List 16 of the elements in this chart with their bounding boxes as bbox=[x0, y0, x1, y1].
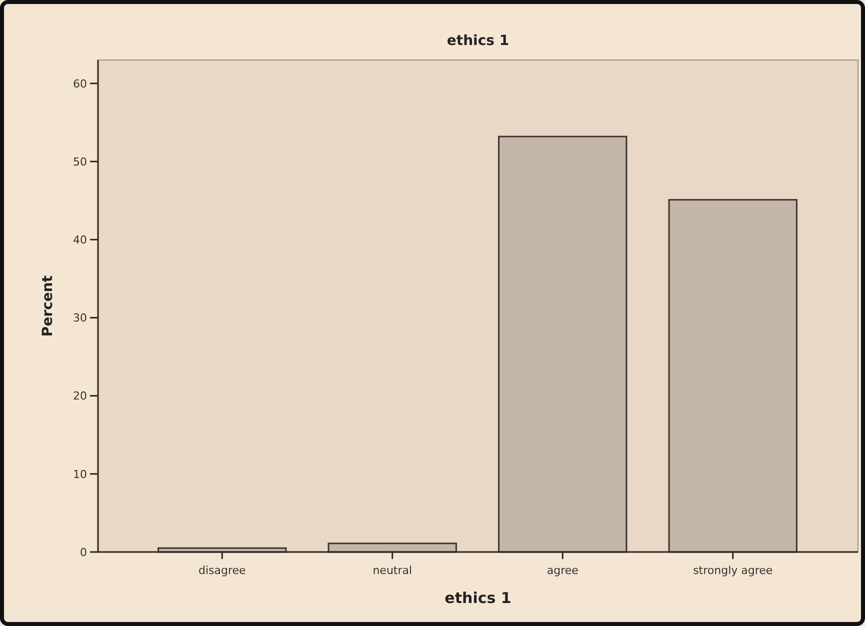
y-tick-label: 60 bbox=[73, 77, 87, 90]
y-tick-label: 0 bbox=[80, 546, 87, 559]
y-tick-label: 40 bbox=[73, 233, 87, 246]
bar bbox=[498, 136, 628, 553]
y-tick-label: 30 bbox=[73, 312, 87, 325]
bar bbox=[668, 199, 798, 553]
y-axis-title: Percent bbox=[40, 275, 56, 337]
y-tick-label: 50 bbox=[73, 155, 87, 168]
chart-title: ethics 1 bbox=[446, 33, 510, 49]
x-tick-label: strongly agree bbox=[693, 564, 773, 577]
y-tick-label: 20 bbox=[73, 390, 87, 403]
y-tick-label: 10 bbox=[73, 468, 87, 481]
x-tick-label: disagree bbox=[198, 564, 246, 577]
x-axis-title: ethics 1 bbox=[444, 589, 512, 607]
x-tick-label: agree bbox=[546, 564, 579, 577]
x-tick-label: neutral bbox=[372, 564, 412, 577]
